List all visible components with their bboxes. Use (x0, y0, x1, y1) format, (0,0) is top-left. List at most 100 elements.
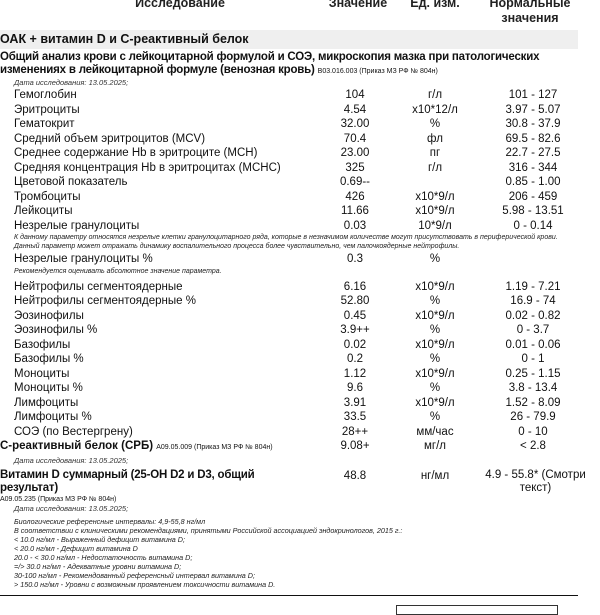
row-name: Нейтрофилы сегментоядерные (14, 280, 183, 293)
row-unit: фл (427, 132, 443, 145)
row-value: 0.2 (347, 353, 363, 365)
row-ref: 69.5 - 82.6 (505, 132, 561, 145)
row-unit: х10*9/л (415, 205, 455, 217)
row-ref: 0.85 - 1.00 (505, 176, 561, 188)
vitd-name: Витамин D суммарный (25-OH D2 и D3, общи… (0, 468, 255, 494)
row-ref: 0 - 0.14 (513, 219, 553, 232)
row-value: 426 (345, 190, 365, 203)
crp-date: Дата исследования: 13.05.2025; (14, 455, 129, 465)
footer-box (396, 604, 558, 615)
row-unit: пг (429, 147, 441, 159)
vitd-note-line: < 20.0 нг/мл - Дефицит витамина D (14, 543, 138, 553)
table-row: Гемоглобин 104 г/л 101 - 127 (0, 88, 600, 103)
header-unit: Ед. изм. (410, 0, 460, 10)
table-row: Средняя концентрация Hb в эритроцитах (M… (0, 161, 600, 176)
vitd-note-line: В соответствии с клиническими рекомендац… (14, 525, 403, 535)
row-ref: 1.19 - 7.21 (505, 280, 561, 293)
table-row: Лимфоциты % 33.5% 26 - 79.9 (0, 410, 600, 425)
row-ref: 0.25 - 1.15 (505, 367, 561, 380)
row-value: 33.5 (343, 411, 367, 423)
vitd-value: 48.8 (343, 469, 367, 482)
table-row: Эозинофилы % 3.9++% 0 - 3.7 (0, 323, 600, 338)
row-unit: х10*9/л (415, 280, 455, 293)
row-ref: 16.9 - 74 (510, 295, 556, 307)
row-ref: 1.52 - 8.09 (505, 396, 561, 409)
row-value: 325 (345, 161, 365, 174)
row-unit: мм/час (416, 425, 454, 438)
cbc-date: Дата исследования: 13.05.2025; (14, 78, 129, 87)
vitd-date: Дата исследования: 13.05.2025; (14, 503, 129, 513)
crp-value: 9.08+ (340, 440, 370, 452)
crp-name: С-реактивный белок (СРБ) A09.05.009 (При… (0, 439, 315, 456)
vitd-note-line: 20.0 - < 30.0 нг/мл - Недостаточность ви… (14, 552, 193, 562)
row-unit: х10*9/л (415, 338, 455, 351)
crp-row: С-реактивный белок (СРБ) A09.05.009 (При… (0, 439, 600, 456)
crp-ref: < 2.8 (520, 440, 546, 452)
row-name: Лейкоциты (14, 205, 73, 217)
crp-name-text: С-реактивный белок (СРБ) (0, 440, 154, 452)
row-unit (395, 175, 475, 190)
row-name: Средняя концентрация Hb в эритроцитах (M… (14, 161, 281, 174)
row-ref: 316 - 344 (508, 161, 558, 174)
table-row: Лимфоциты 3.91 х10*9/л 1.52 - 8.09 (0, 396, 600, 411)
row-value: 9.6 (347, 382, 363, 394)
row-unit: % (429, 411, 441, 423)
vitd-row: Витамин D суммарный (25-OH D2 и D3, общи… (0, 469, 600, 504)
table-row: Базофилы 0.02 х10*9/л 0.01 - 0.06 (0, 338, 600, 353)
row-name: Тромбоциты (14, 190, 81, 203)
table-row: СОЭ (по Вестергрену) 28++ мм/час 0 - 10 (0, 425, 600, 440)
row-unit: х10*12/л (412, 103, 458, 116)
section-title: ОАК + витамин D и С-реактивный белок (0, 30, 578, 49)
row-unit: х10*9/л (415, 367, 455, 380)
table-row: Базофилы % 0.2% 0 - 1 (0, 352, 600, 367)
table-row: Нейтрофилы сегментоядерные % 52.80% 16.9 -… (0, 294, 600, 309)
row-ref: 206 - 459 (508, 190, 558, 203)
row-name: Средний объем эритроцитов (MCV) (14, 132, 206, 145)
table-row: Незрелые гранулоциты % 0.3 % (0, 252, 600, 267)
row-unit: % (429, 253, 441, 265)
table-row: Среднее содержание Hb в эритроците (MCH)… (0, 146, 600, 161)
row-value: 52.80 (340, 295, 370, 307)
divider (0, 594, 578, 596)
vitd-notes: Биологические референсные интервалы: 4,9… (0, 517, 600, 589)
row-value: 3.9++ (340, 324, 370, 336)
row-value: 23.00 (340, 147, 370, 159)
row-name: Незрелые гранулоциты % (14, 253, 153, 265)
row-ref: 0 - 3.7 (516, 324, 550, 336)
vitd-unit: нг/мл (420, 469, 450, 482)
table-row: Эозинофилы 0.45 х10*9/л 0.02 - 0.82 (0, 309, 600, 324)
row-name: Эозинофилы % (14, 324, 98, 336)
row-ref: 26 - 79.9 (510, 411, 556, 423)
row-value: 32.00 (340, 118, 370, 130)
row-value: 0.3 (347, 253, 363, 265)
row-unit: % (429, 353, 441, 365)
row-value: 0.69-- (339, 176, 371, 188)
row-name: Гемоглобин (14, 89, 77, 101)
row-value: 0.45 (343, 309, 367, 322)
row-name: Моноциты % (14, 382, 83, 394)
row-name: Эритроциты (14, 103, 80, 116)
table-row: Лейкоциты 11.66 х10*9/л 5.98 - 13.51 (0, 204, 600, 219)
row-ref: 101 - 127 (508, 89, 558, 101)
row-value: 6.16 (343, 280, 367, 293)
row-value: 28++ (341, 425, 369, 438)
row-ref: 5.98 - 13.51 (502, 205, 564, 217)
table-row: Моноциты 1.12 х10*9/л 0.25 - 1.15 (0, 367, 600, 382)
row-name: Лимфоциты % (14, 411, 92, 423)
row-unit: % (429, 295, 441, 307)
row-name: Базофилы (14, 338, 71, 351)
row-value: 11.66 (341, 205, 369, 217)
row-name: Моноциты (14, 367, 70, 380)
table-row: Цветовой показатель 0.69-- 0.85 - 1.00 (0, 175, 600, 190)
vitd-ref: 4.9 - 55.8* (Смотри текст) (485, 468, 586, 494)
row-unit: х10*9/л (415, 190, 455, 203)
row-name: Базофилы % (14, 353, 84, 365)
table-row: Тромбоциты 426 х10*9/л 206 - 459 (0, 190, 600, 205)
header-value: Значение (328, 0, 388, 10)
row-value: 4.54 (343, 103, 367, 116)
cbc-code: B03.016.003 (Приказ МЗ РФ № 804н) (317, 67, 438, 75)
ig-pct-note: Рекомендуется оценивать абсолютное значе… (14, 267, 222, 275)
row-value: 70.4 (343, 132, 367, 145)
row-ref: 3.8 - 13.4 (508, 382, 558, 394)
vitd-name-cell: Витамин D суммарный (25-OH D2 и D3, общи… (0, 469, 315, 504)
